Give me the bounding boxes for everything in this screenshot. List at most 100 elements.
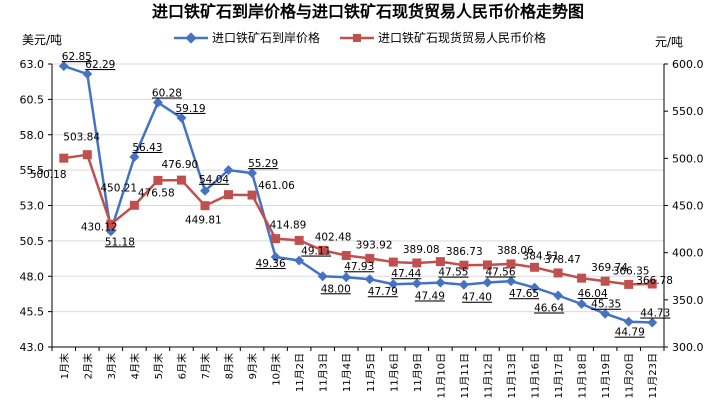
cif-price-point bbox=[270, 252, 281, 262]
rmb-price-point bbox=[600, 276, 610, 286]
category-label: 1月末 bbox=[58, 353, 71, 379]
category-label: 11月20日 bbox=[624, 353, 636, 398]
cif-price-data-label: 44.79 bbox=[615, 327, 645, 339]
rmb-price-point bbox=[482, 260, 492, 270]
legend-marker-square-icon bbox=[353, 34, 361, 42]
left-tick-label: 50.5 bbox=[20, 235, 45, 248]
gridlines bbox=[52, 63, 664, 348]
category-label: 2月末 bbox=[81, 353, 94, 379]
cif-price-data-label: 49.36 bbox=[256, 258, 286, 270]
cif-price-point bbox=[152, 97, 163, 108]
rmb-price-point bbox=[224, 190, 234, 200]
cif-price-point bbox=[82, 69, 93, 79]
rmb-price-point bbox=[647, 279, 657, 289]
cif-price-data-label: 51.18 bbox=[105, 236, 135, 248]
cif-price-data-label: 60.28 bbox=[152, 87, 182, 99]
left-tick-label: 58.0 bbox=[20, 129, 45, 142]
cif-price-data-label: 47.93 bbox=[344, 261, 374, 273]
right-tick-label: 300.0 bbox=[672, 341, 704, 354]
left-tick-label: 55.5 bbox=[20, 164, 45, 177]
cif-price-point bbox=[482, 277, 493, 288]
cif-price-point bbox=[341, 272, 352, 283]
cif-price-data-label: 56.43 bbox=[132, 142, 162, 154]
cif-price-point bbox=[647, 317, 658, 328]
rmb-price-point bbox=[200, 201, 210, 211]
legend: 进口铁矿石到岸价格 进口铁矿石现货贸易人民币价格 bbox=[174, 30, 546, 45]
cif-price-data-label: 54.04 bbox=[199, 174, 229, 186]
cif-price-point bbox=[506, 276, 516, 287]
cif-price-data-label: 47.55 bbox=[438, 267, 468, 279]
cif-price-point bbox=[317, 271, 328, 282]
right-tick-label: 500.0 bbox=[672, 152, 704, 165]
rmb-price-point bbox=[341, 250, 351, 260]
rmb-price-point bbox=[553, 268, 563, 278]
cif-price-point bbox=[600, 308, 611, 319]
cif-price-point bbox=[364, 274, 375, 285]
rmb-price-data-label: 389.08 bbox=[403, 244, 440, 256]
cif-price-point bbox=[411, 278, 422, 289]
category-label: 4月末 bbox=[128, 353, 141, 379]
category-label: 8月末 bbox=[223, 353, 236, 379]
cif-price-data-label: 62.29 bbox=[85, 59, 115, 71]
category-label: 11月10日 bbox=[435, 353, 447, 398]
left-axis-unit: 美元/吨 bbox=[22, 33, 62, 47]
cif-price-point bbox=[529, 282, 540, 293]
rmb-price-point bbox=[106, 219, 116, 229]
cif-price-data-label: 48.00 bbox=[321, 283, 351, 295]
left-tick-label: 63.0 bbox=[20, 58, 45, 71]
right-axis-unit: 元/吨 bbox=[655, 35, 683, 49]
rmb-price-data-label: 369.74 bbox=[591, 262, 628, 274]
chart-title: 进口铁矿石到岸价格与进口铁矿石现货贸易人民币价格走势图 bbox=[152, 2, 584, 21]
rmb-price-data-label: 414.89 bbox=[270, 220, 307, 232]
cif-price-data-label: 44.73 bbox=[640, 308, 670, 320]
cif-price-data-label: 47.49 bbox=[415, 290, 445, 302]
cif-price-data-label: 47.44 bbox=[391, 268, 421, 280]
rmb-price-data-label: 388.06 bbox=[497, 245, 534, 257]
right-tick-label: 350.0 bbox=[672, 294, 704, 307]
rmb-price-data-label: 476.90 bbox=[161, 159, 198, 171]
cif-price-point bbox=[223, 165, 234, 176]
rmb-price-point bbox=[153, 175, 163, 185]
category-label: 11月13日 bbox=[506, 353, 518, 398]
rmb-price-point bbox=[577, 273, 587, 283]
cif-price-point bbox=[176, 112, 187, 123]
legend-label-rmb-price: 进口铁矿石现货贸易人民币价格 bbox=[378, 30, 546, 45]
cif-price-data-label: 49.11 bbox=[301, 246, 331, 258]
left-tick-label: 53.0 bbox=[20, 200, 45, 213]
category-label: 11月4日 bbox=[341, 353, 353, 392]
category-label: 11月9日 bbox=[412, 353, 424, 392]
legend-marker-diamond-icon bbox=[185, 32, 197, 44]
rmb-price-data-label: 430.12 bbox=[81, 221, 118, 233]
cif-price-point bbox=[435, 277, 446, 288]
cif-price-point bbox=[129, 152, 140, 162]
cif-price-point bbox=[200, 185, 210, 196]
cif-price-data-label: 47.65 bbox=[509, 288, 539, 300]
left-tick-label: 60.5 bbox=[20, 93, 45, 106]
rmb-price-data-label: 503.84 bbox=[63, 132, 100, 144]
right-tick-label: 400.0 bbox=[672, 247, 704, 260]
axes bbox=[51, 64, 665, 351]
cif-price-data-label: 46.64 bbox=[534, 302, 564, 314]
cif-price-data-label: 45.35 bbox=[591, 299, 621, 311]
cif-price-point bbox=[388, 279, 399, 290]
category-label: 11月6日 bbox=[388, 353, 400, 392]
cif-price-point bbox=[458, 279, 469, 290]
rmb-price-data-label: 384.51 bbox=[523, 250, 560, 262]
rmb-price-data-label: 450.21 bbox=[100, 182, 137, 194]
left-tick-label: 43.0 bbox=[20, 341, 45, 354]
rmb-price-data-label: 476.58 bbox=[138, 187, 175, 199]
rmb-price-data-label: 386.73 bbox=[446, 246, 483, 258]
left-tick-label: 45.5 bbox=[20, 306, 45, 319]
cif-price-series-line bbox=[63, 64, 653, 324]
category-label: 10月末 bbox=[270, 353, 283, 386]
cif-price-data-label: 46.04 bbox=[578, 288, 608, 300]
cif-price-point bbox=[294, 255, 305, 266]
category-label: 11月19日 bbox=[600, 353, 612, 398]
category-label: 3月末 bbox=[105, 353, 118, 379]
rmb-price-point bbox=[82, 150, 92, 160]
rmb-price-point bbox=[624, 279, 634, 289]
rmb-price-point bbox=[365, 253, 375, 263]
rmb-price-data-label: 500.18 bbox=[30, 169, 67, 181]
category-label: 11月17日 bbox=[553, 353, 565, 398]
